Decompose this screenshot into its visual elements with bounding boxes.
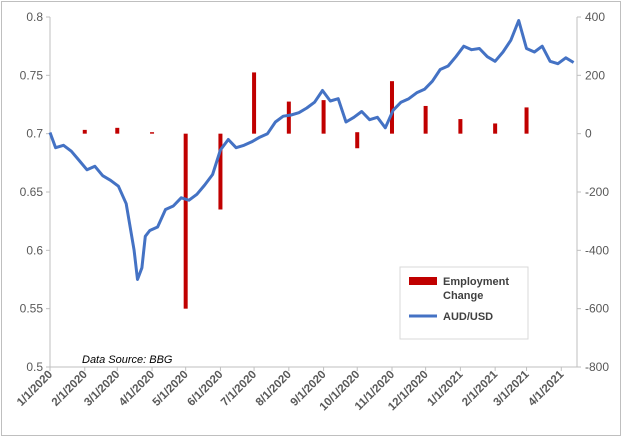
employment-change-bar xyxy=(423,105,428,134)
employment-change-bar xyxy=(321,100,326,134)
left-tick-label: 0.65 xyxy=(20,185,44,199)
left-tick-label: 0.7 xyxy=(26,127,43,141)
right-tick-label: -200 xyxy=(585,185,609,199)
employment-change-bar xyxy=(150,132,155,134)
employment-change-bar xyxy=(252,72,257,134)
left-tick-label: 0.55 xyxy=(20,302,44,316)
employment-change-bar xyxy=(82,129,87,134)
employment-change-bar xyxy=(115,127,120,134)
left-tick-label: 0.75 xyxy=(20,68,44,82)
tick-labels: 0.5 0.55 0.6 0.65 0.7 0.75 0.8 -800 -600 -400 -200… xyxy=(15,10,609,413)
x-tick-label: 6/1/2020 xyxy=(185,369,225,409)
left-tick-label: 0.5 xyxy=(26,360,43,374)
x-tick-label: 3/1/2020 xyxy=(82,369,122,409)
legend-label-employment-line1: Employment xyxy=(443,276,509,288)
x-tick-label: 4/1/2021 xyxy=(526,368,567,409)
legend-swatch-employment xyxy=(409,277,437,285)
left-tick-label: 0.8 xyxy=(26,10,43,24)
employment-change-bar xyxy=(493,123,498,134)
aud-usd-line xyxy=(48,19,575,281)
x-tick-label: 4/1/2020 xyxy=(117,369,157,409)
right-tick-label: -600 xyxy=(585,302,609,316)
legend-label-employment-line2: Change xyxy=(443,290,483,302)
employment-change-bars xyxy=(82,72,529,309)
chart-axes xyxy=(46,16,581,371)
employment-change-bar xyxy=(218,133,223,210)
right-tick-label: 200 xyxy=(585,68,605,82)
left-tick-label: 0.6 xyxy=(26,243,43,257)
x-tick-label: 3/1/2021 xyxy=(492,368,533,409)
x-tick-label: 5/1/2020 xyxy=(151,369,191,409)
x-tick-label: 7/1/2020 xyxy=(219,369,259,409)
legend: Employment Change AUD/USD xyxy=(399,266,529,340)
employment-change-bar xyxy=(389,81,394,134)
right-tick-label: 400 xyxy=(585,10,605,24)
right-tick-label: -400 xyxy=(585,243,609,257)
legend-label-audusd: AUD/USD xyxy=(443,311,493,323)
right-tick-label: -800 xyxy=(585,360,609,374)
aud-usd-line-group xyxy=(48,19,575,281)
employment-change-bar xyxy=(458,119,463,134)
employment-change-bar xyxy=(524,107,529,134)
employment-change-bar xyxy=(286,101,291,134)
data-source-annotation: Data Source: BBG xyxy=(82,354,173,366)
right-tick-label: 0 xyxy=(585,127,592,141)
x-tick-label: 1/1/2021 xyxy=(425,368,466,409)
employment-change-bar xyxy=(355,132,360,149)
x-tick-label: 1/1/2020 xyxy=(15,369,55,409)
employment-change-bar xyxy=(183,133,188,309)
x-tick-label: 8/1/2020 xyxy=(254,369,294,409)
